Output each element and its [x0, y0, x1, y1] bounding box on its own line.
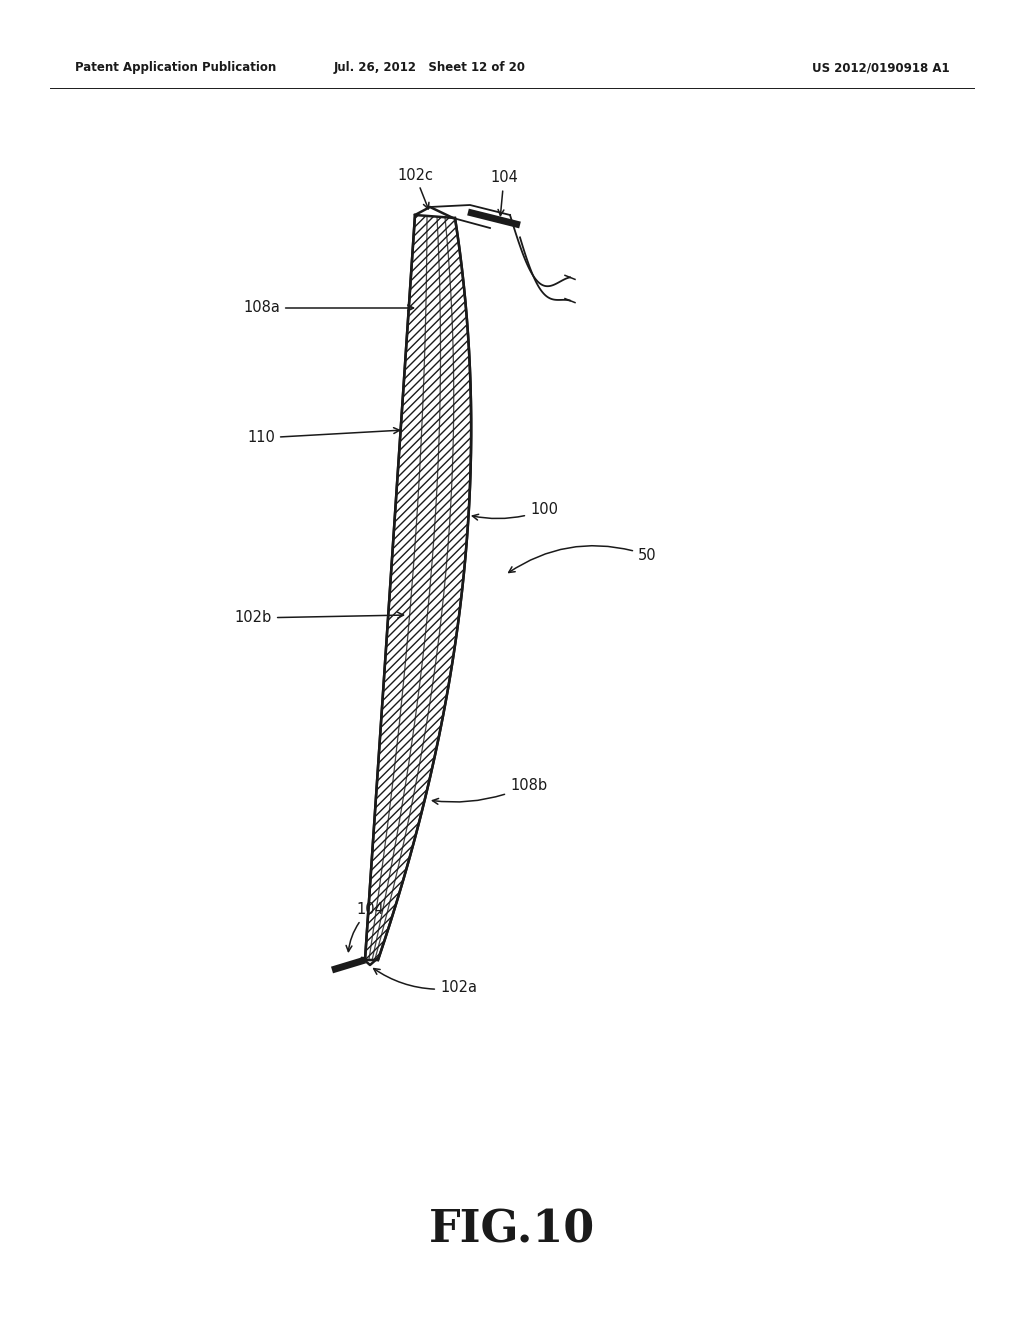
- Text: US 2012/0190918 A1: US 2012/0190918 A1: [812, 62, 950, 74]
- Text: 104: 104: [346, 903, 384, 952]
- Text: 102b: 102b: [234, 610, 403, 626]
- Polygon shape: [365, 215, 471, 960]
- Text: FIG.10: FIG.10: [429, 1209, 595, 1251]
- Text: 50: 50: [509, 545, 656, 573]
- Text: 102c: 102c: [397, 168, 433, 209]
- Text: 104: 104: [490, 170, 518, 215]
- Text: 108b: 108b: [432, 777, 547, 804]
- Text: 100: 100: [472, 503, 558, 520]
- Text: 110: 110: [247, 428, 399, 446]
- Text: Patent Application Publication: Patent Application Publication: [75, 62, 276, 74]
- Text: 108a: 108a: [243, 301, 414, 315]
- Text: Jul. 26, 2012   Sheet 12 of 20: Jul. 26, 2012 Sheet 12 of 20: [334, 62, 526, 74]
- Text: 102a: 102a: [374, 969, 477, 995]
